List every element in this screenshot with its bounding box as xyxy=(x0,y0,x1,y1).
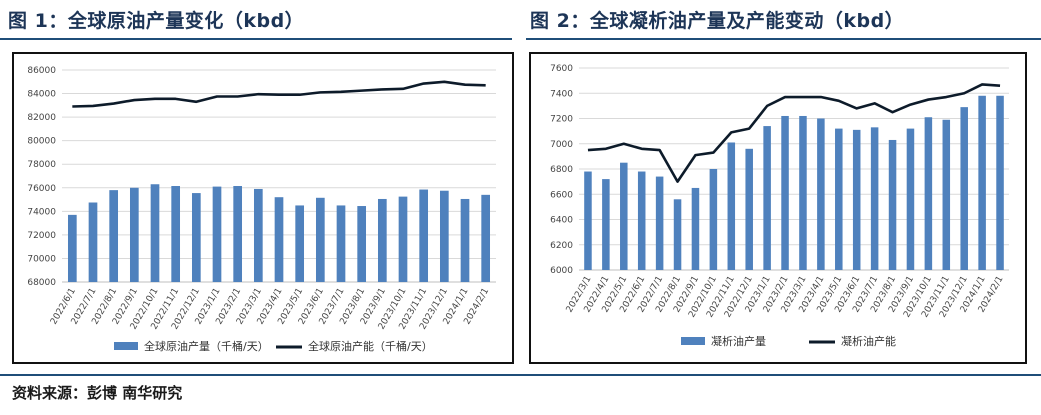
y-tick-label: 7600 xyxy=(550,64,573,74)
bar xyxy=(357,206,367,282)
bar xyxy=(191,193,201,282)
capacity-line xyxy=(72,80,486,108)
bar xyxy=(996,95,1004,271)
legend-bar-label: 全球原油产量（千桶/天） xyxy=(144,339,269,353)
bar xyxy=(835,128,843,270)
bar xyxy=(602,179,610,270)
bar xyxy=(171,186,181,282)
legend-line-label: 全球原油产能（千桶/天） xyxy=(308,339,433,353)
legend-bar-swatch xyxy=(114,342,138,350)
figure-2-title-rule xyxy=(526,38,1041,40)
y-tick-label: 7000 xyxy=(550,140,573,150)
bar xyxy=(709,169,718,270)
bar xyxy=(295,205,305,282)
legend-bar-swatch xyxy=(681,337,705,345)
condensate-chart: 6000620064006600680070007200740076002022… xyxy=(550,64,1009,348)
crude-oil-chart: 68000 70000 72000 74000 76000 78000 80000 82000… xyxy=(27,66,496,353)
bar xyxy=(377,198,387,282)
y-tick-label: 78000 xyxy=(27,160,56,170)
bar xyxy=(620,162,628,270)
bar xyxy=(637,171,646,270)
bar xyxy=(481,194,491,282)
y-tick-label: 7400 xyxy=(550,89,573,99)
bar xyxy=(655,176,664,270)
bar xyxy=(888,139,897,270)
chart-panel-condensate: 6000 6200 6400 6600 6800 7000 7200 7400 7600 2022… xyxy=(529,52,1027,364)
bar xyxy=(315,197,325,282)
bar xyxy=(253,188,263,282)
y-tick-label: 6600 xyxy=(550,190,573,200)
capacity-line xyxy=(587,83,1001,183)
y-tick-label: 76000 xyxy=(27,184,56,194)
chart-panel-crude: 68000 70000 72000 74000 76000 78000 80000 82000… xyxy=(12,52,514,364)
bar xyxy=(439,190,449,282)
y-tick-label: 80000 xyxy=(27,137,56,147)
bar xyxy=(398,196,408,282)
bar xyxy=(906,128,915,270)
y-tick-label: 6400 xyxy=(550,216,573,226)
y-tick-label: 68000 xyxy=(27,278,56,288)
bar xyxy=(781,115,789,270)
bar xyxy=(67,214,77,282)
bar xyxy=(745,148,753,270)
bar xyxy=(817,118,825,270)
y-tick-label: 82000 xyxy=(27,113,56,123)
bar xyxy=(129,187,139,282)
figure-2-title: 图 2：全球凝析油产量及产能变动（kbd） xyxy=(530,10,905,32)
y-tick-label: 84000 xyxy=(27,90,56,100)
legend-line-label: 凝析油产能 xyxy=(841,334,896,348)
bar xyxy=(584,171,592,270)
bar xyxy=(691,187,700,270)
bar xyxy=(924,117,933,270)
bar xyxy=(727,142,736,270)
bar xyxy=(460,198,470,282)
legend-bar-label: 凝析油产量 xyxy=(711,334,766,348)
source-note: 资料来源：彭博 南华研究 xyxy=(12,384,183,402)
bar xyxy=(799,115,807,270)
y-tick-label: 6800 xyxy=(550,165,573,175)
bar xyxy=(978,95,986,271)
bar xyxy=(419,189,429,282)
figure-1-title: 图 1：全球原油产量变化（kbd） xyxy=(8,10,305,32)
y-tick-label: 72000 xyxy=(27,231,56,241)
bar xyxy=(88,202,98,282)
y-tick-label: 70000 xyxy=(27,254,56,264)
bar xyxy=(274,197,284,282)
source-rule xyxy=(0,374,1041,376)
y-tick-label: 74000 xyxy=(27,207,56,217)
bar xyxy=(673,199,682,270)
bar xyxy=(150,184,160,282)
y-tick-label: 6200 xyxy=(550,241,573,251)
figure-1-title-rule xyxy=(0,38,512,40)
bar xyxy=(763,126,771,270)
bar xyxy=(109,190,119,282)
bar xyxy=(852,129,861,270)
bar xyxy=(336,205,346,282)
bar xyxy=(233,186,243,282)
bar xyxy=(960,107,968,270)
bar xyxy=(212,186,222,282)
y-tick-label: 6000 xyxy=(550,266,573,276)
y-tick-label: 86000 xyxy=(27,66,56,76)
bar xyxy=(870,127,879,271)
bar xyxy=(942,119,951,270)
y-tick-label: 7200 xyxy=(550,115,573,125)
